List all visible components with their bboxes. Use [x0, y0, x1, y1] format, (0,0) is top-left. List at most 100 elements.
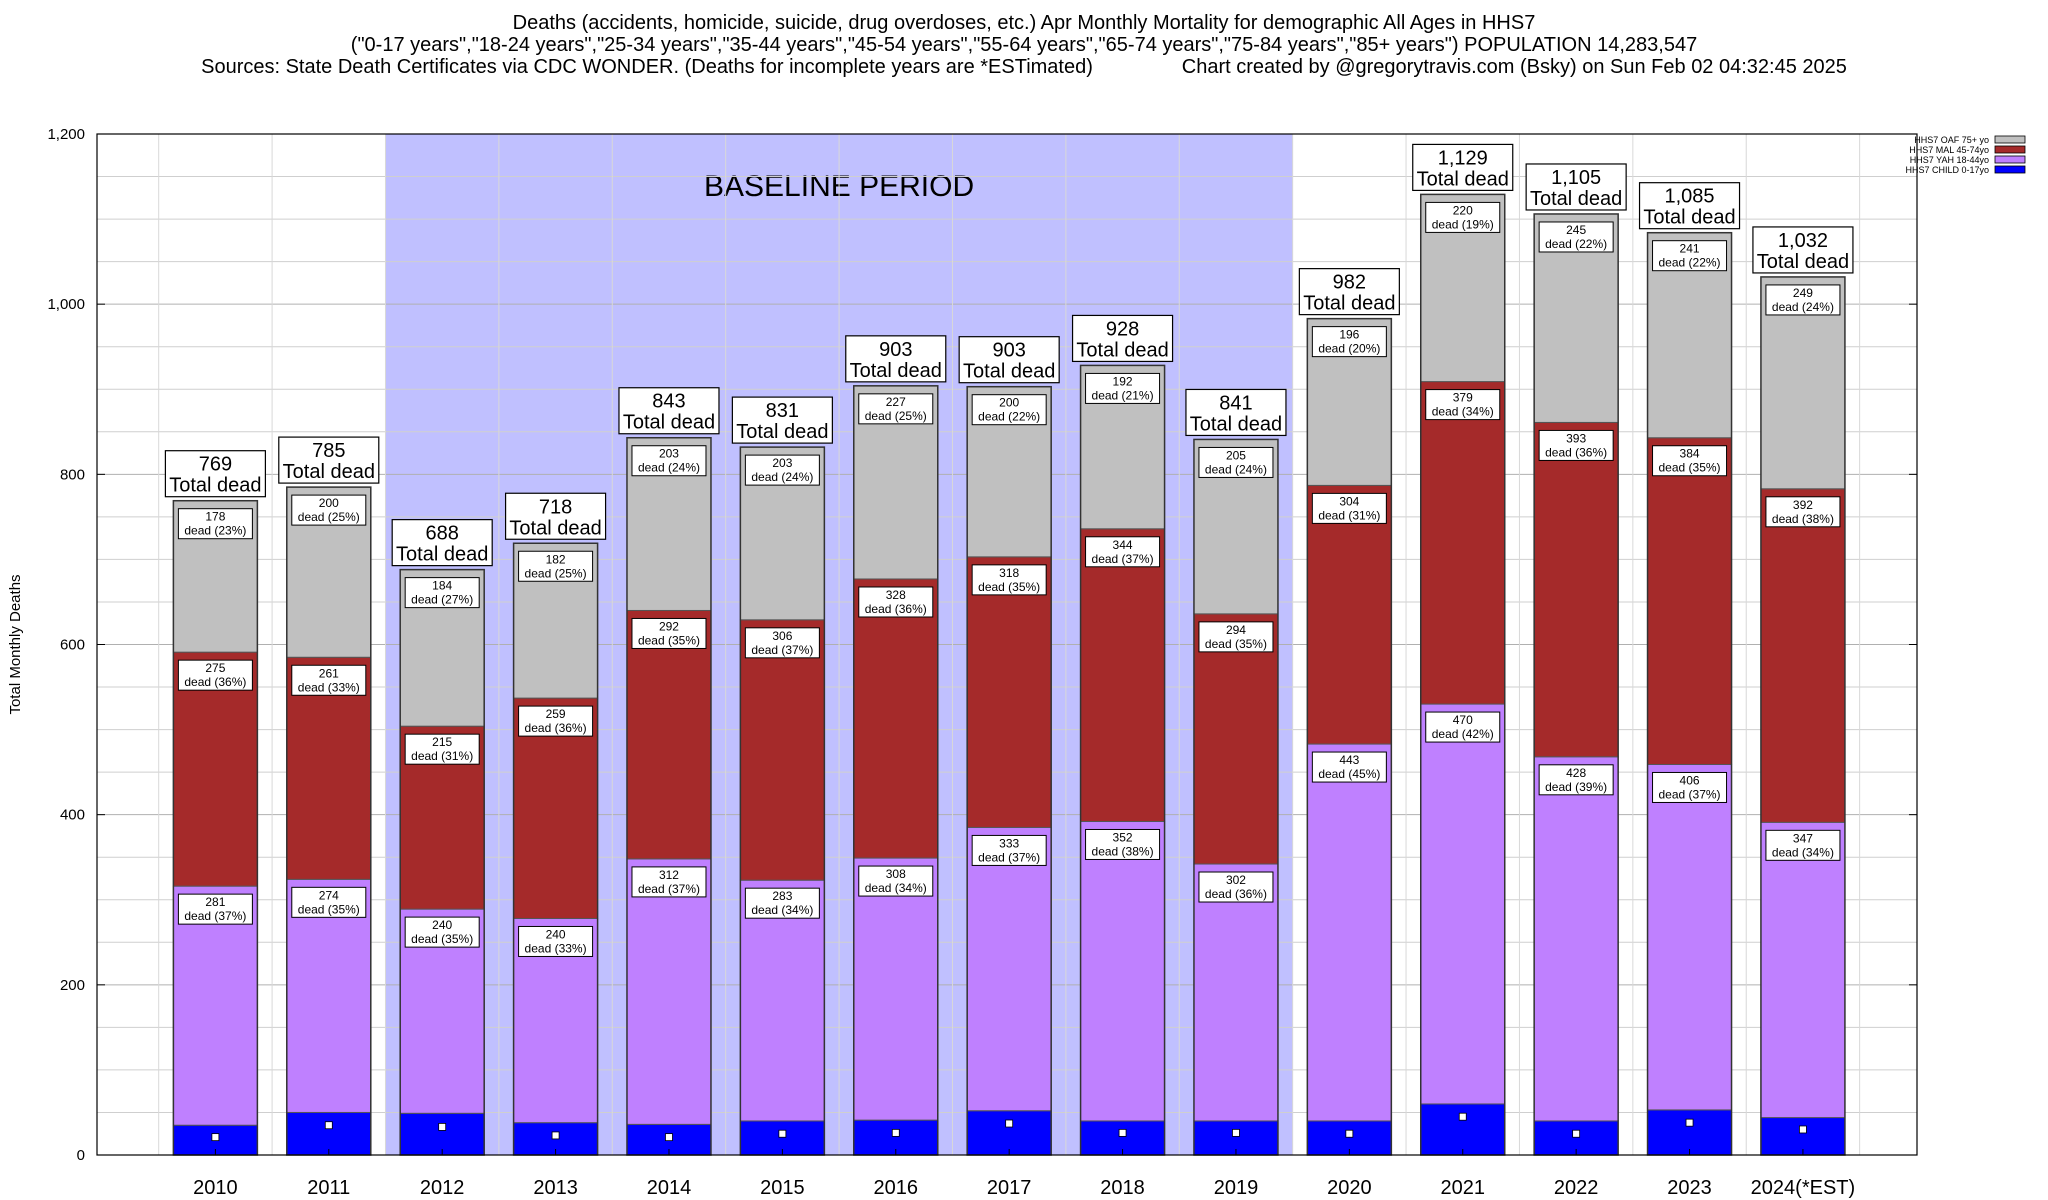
bar-segment-2: [1193, 613, 1279, 865]
segment-label-percent: dead (35%): [1205, 637, 1267, 651]
segment-label-percent: dead (37%): [638, 882, 700, 896]
segment-label-box: [1765, 284, 1841, 316]
segment-label-percent: dead (36%): [1205, 887, 1267, 901]
child-marker: [1232, 1128, 1240, 1137]
chart-title: Deaths (accidents, homicide, suicide, dr…: [512, 12, 1536, 34]
segment-label-box: [1652, 445, 1728, 477]
segment-label-percent: dead (36%): [184, 675, 246, 689]
bar-segment-1: [1420, 703, 1506, 1105]
total-label-value: 1,105: [1551, 167, 1601, 189]
segment-label-value: 281: [205, 895, 225, 909]
child-marker: [665, 1133, 673, 1142]
segment-label-value: 294: [1226, 623, 1246, 637]
bar-segment-0: [399, 1112, 485, 1156]
segment-label-box: [1085, 828, 1161, 860]
segment-label-percent: dead (35%): [978, 580, 1040, 594]
total-label-value: 831: [766, 400, 799, 422]
segment-label-value: 275: [205, 661, 225, 675]
segment-label-value: 227: [886, 395, 906, 409]
segment-label-percent: dead (36%): [525, 721, 587, 735]
total-label-value: 785: [312, 440, 345, 462]
total-label-box: [278, 436, 380, 484]
total-label-value: 688: [425, 523, 458, 545]
segment-label-percent: dead (35%): [1659, 461, 1721, 475]
segment-label-value: 203: [659, 447, 679, 461]
segment-label-percent: dead (36%): [865, 602, 927, 616]
total-label-text: Total dead: [1757, 251, 1849, 273]
bar-segment-0: [286, 1111, 372, 1156]
chart-source-line: Sources: State Death Certificates via CD…: [201, 56, 1847, 78]
child-marker: [1572, 1129, 1581, 1138]
segment-label-box: [518, 705, 594, 737]
segment-label-box: [631, 617, 707, 649]
segment-label-box: [1425, 389, 1501, 421]
total-label-value: 1,129: [1438, 147, 1488, 169]
segment-label-value: 203: [772, 456, 792, 470]
segment-label-percent: dead (37%): [1092, 552, 1154, 566]
segment-label-value: 200: [999, 396, 1019, 410]
total-label-text: Total dead: [1190, 413, 1282, 435]
segment-label-value: 328: [886, 588, 906, 602]
segment-label-value: 200: [319, 496, 339, 510]
total-label-box: [1071, 314, 1174, 363]
bar-segment-2: [1647, 437, 1733, 765]
total-label-text: Total dead: [1643, 207, 1735, 229]
segment-label-value: 178: [205, 510, 225, 524]
segment-label-box: [1198, 446, 1274, 478]
legend-swatch: [1994, 165, 2026, 174]
total-label-box: [1638, 182, 1741, 230]
segment-label-percent: dead (36%): [1545, 445, 1607, 459]
segment-label-box: [1765, 496, 1841, 528]
segment-label-value: 196: [1339, 328, 1359, 342]
total-label-box: [1298, 268, 1400, 316]
segment-label-box: [1198, 871, 1274, 903]
segment-label-value: 318: [999, 566, 1019, 580]
segment-label-percent: dead (19%): [1432, 217, 1494, 231]
total-label-value: 903: [879, 339, 912, 361]
legend-label: HHS7 OAF 75+ yo: [1914, 135, 1989, 145]
x-tick-label: 2011: [307, 1177, 350, 1199]
segment-label-box: [858, 586, 934, 618]
segment-label-value: 292: [659, 619, 679, 633]
total-label-value: 903: [992, 340, 1025, 362]
child-marker: [1345, 1129, 1354, 1138]
child-marker: [891, 1128, 900, 1137]
segment-label-percent: dead (33%): [525, 941, 587, 955]
segment-label-value: 274: [319, 888, 339, 902]
segment-label-value: 384: [1680, 447, 1700, 461]
segment-label-percent: dead (34%): [751, 903, 813, 917]
segment-label-box: [1652, 240, 1728, 272]
legend-swatch: [1994, 155, 2026, 164]
total-label-value: 1,085: [1665, 186, 1715, 208]
segment-label-percent: dead (24%): [638, 461, 700, 475]
segment-label-box: [1311, 326, 1387, 358]
child-marker: [778, 1129, 787, 1138]
total-label-value: 769: [199, 454, 232, 476]
segment-label-box: [1425, 711, 1501, 743]
segment-label-box: [631, 866, 707, 898]
bar-segment-1: [966, 826, 1052, 1112]
segment-label-box: [291, 886, 367, 918]
segment-label-box: [744, 454, 820, 486]
segment-label-percent: dead (22%): [1545, 237, 1607, 251]
bar-segment-1: [739, 879, 825, 1122]
segment-label-value: 344: [1113, 538, 1133, 552]
total-label-text: Total dead: [963, 361, 1055, 383]
segment-label-box: [1765, 829, 1841, 861]
segment-label-box: [177, 508, 253, 540]
x-tick-label: 2020: [1327, 1177, 1372, 1199]
segment-label-value: 308: [886, 867, 906, 881]
total-label-box: [1185, 388, 1287, 437]
total-label-value: 841: [1219, 392, 1252, 414]
segment-label-value: 347: [1793, 831, 1813, 845]
segment-label-box: [744, 627, 820, 659]
segment-label-box: [1311, 492, 1387, 524]
total-label-text: Total dead: [169, 475, 261, 497]
bar-segment-1: [1080, 820, 1166, 1122]
segment-label-value: 428: [1566, 766, 1586, 780]
segment-label-percent: dead (27%): [411, 593, 473, 607]
segment-label-box: [1085, 372, 1161, 404]
segment-label-percent: dead (33%): [298, 680, 360, 694]
bar-segment-1: [626, 858, 712, 1125]
